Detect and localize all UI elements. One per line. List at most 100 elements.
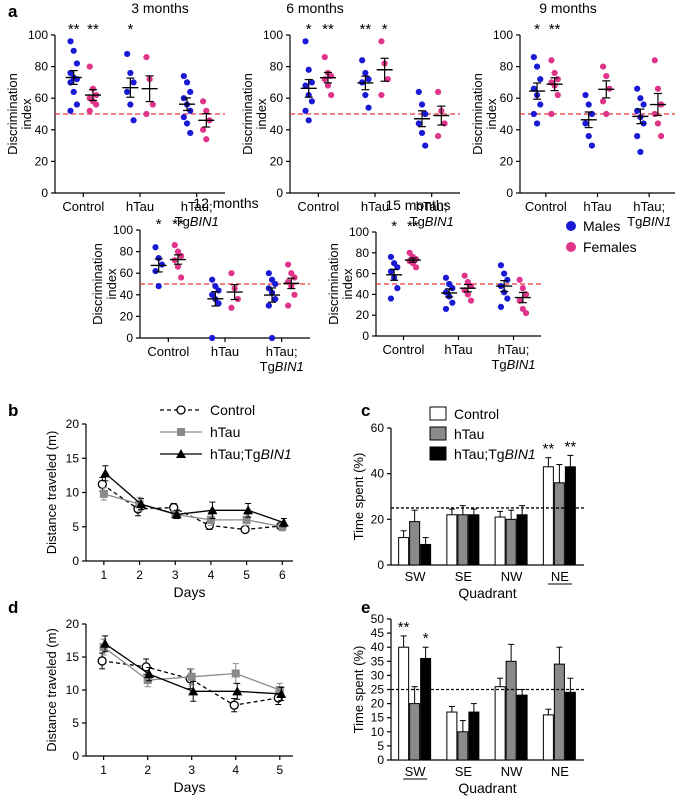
x-tick-label-line2: TgBIN1: [175, 214, 219, 229]
male-point: [449, 285, 456, 292]
female-point: [285, 261, 292, 268]
female-point: [651, 110, 658, 118]
data-point: [232, 686, 243, 696]
y-tick-label: 40: [500, 123, 514, 137]
y-axis-label: Time spent (%): [351, 646, 366, 734]
data-point: [99, 489, 108, 498]
y-tick-label: 60: [371, 421, 385, 435]
data-point: [276, 688, 287, 698]
male-point: [209, 276, 216, 283]
male-point: [634, 85, 641, 92]
scatter-panel-2: 6 months 0 20 40 60 80 100 Discriminationindex C…: [240, 0, 460, 229]
x-tick-label: hTau;: [416, 199, 448, 214]
series-line: [101, 483, 281, 531]
y-tick-label: 20: [66, 617, 80, 631]
legend-male-label: Males: [583, 218, 620, 234]
x-tick-label: 1: [100, 763, 107, 777]
category-label: NE: [551, 569, 569, 584]
y-tick-label: 40: [120, 288, 134, 302]
male-point: [130, 117, 137, 124]
x-tick-label: hTau: [126, 199, 154, 214]
male-point: [442, 305, 450, 313]
bar: [398, 646, 410, 761]
x-tick-label: 5: [243, 568, 250, 582]
x-tick-label: hTau;: [181, 199, 213, 214]
y-tick-label: 20: [120, 309, 134, 323]
female-point: [291, 291, 298, 298]
y-tick-label: 40: [270, 123, 284, 137]
bar: [516, 514, 528, 566]
significance-marker: *: [423, 630, 429, 647]
male-point: [504, 276, 511, 283]
x-tick-label: 6: [279, 568, 286, 582]
bar: [505, 518, 517, 566]
female-point: [228, 304, 235, 311]
significance-marker: **: [543, 441, 555, 458]
male-point: [215, 287, 222, 294]
male-point: [365, 104, 372, 111]
female-point: [178, 274, 185, 281]
y-tick-label: 80: [500, 60, 514, 74]
scatter-panel-5: 15 months 0 20 40 60 80 100 Discriminationindex…: [326, 197, 541, 372]
y-tick-label: 5: [377, 739, 384, 753]
legend-label: hTau: [210, 424, 240, 440]
x-tick-label: hTau;: [633, 199, 665, 214]
bar: [446, 711, 458, 761]
scatter-panel-3: 9 months 0 20 40 60 80 100 Discriminationindex C…: [470, 0, 675, 229]
male-point: [537, 101, 544, 108]
y-tick-label: 35: [371, 654, 385, 668]
female-point: [654, 85, 662, 92]
chart-title: 6 months: [286, 0, 344, 16]
male-point: [302, 107, 309, 114]
x-tick-label: Control: [62, 199, 104, 214]
significance-marker: *: [127, 21, 133, 38]
bar: [516, 694, 528, 761]
female-point: [548, 110, 555, 118]
male-point: [504, 295, 511, 302]
female-point: [554, 76, 561, 83]
male-point: [130, 79, 137, 86]
category-label: NW: [501, 764, 523, 779]
female-point: [174, 248, 182, 255]
data-point: [229, 700, 239, 710]
female-point: [321, 54, 328, 61]
series-line: [103, 493, 283, 528]
male-point: [387, 253, 395, 261]
y-tick-label: 15: [371, 711, 385, 725]
x-tick-label: hTau: [361, 199, 389, 214]
category-label: NE: [551, 764, 569, 779]
y-tick-label: 0: [276, 186, 283, 200]
male-point: [127, 69, 134, 77]
bar: [420, 543, 432, 566]
significance-marker: *: [382, 21, 388, 38]
y-tick-label: 60: [356, 267, 370, 281]
bar: [542, 714, 554, 761]
legend-label: hTau;TgBIN1: [454, 446, 536, 462]
panel-letter-c: c: [361, 401, 370, 420]
scatter-panel-4: 12 months 0 20 40 60 80 100 Discriminationindex…: [90, 195, 310, 374]
female-point: [599, 98, 607, 105]
female-point: [658, 133, 665, 140]
male-point: [415, 120, 422, 127]
male-point: [155, 283, 162, 290]
female-point: [143, 110, 150, 118]
legend-marker: [176, 449, 186, 458]
x-tick-label: hTau;: [266, 344, 298, 359]
male-point: [265, 302, 272, 309]
data-point: [231, 669, 240, 678]
male-point: [67, 107, 74, 114]
male-point: [183, 120, 191, 127]
male-point: [640, 101, 647, 108]
male-point: [265, 270, 272, 277]
x-tick-label: Control: [383, 342, 425, 357]
x-tick-label: 4: [232, 763, 239, 777]
significance-marker: **: [407, 218, 419, 235]
male-point: [387, 295, 395, 302]
bar: [409, 703, 421, 761]
y-tick-label: 10: [66, 486, 80, 500]
x-tick-label: Control: [525, 199, 567, 214]
y-tick-label: 20: [66, 417, 80, 431]
bar: [553, 482, 565, 566]
bar-panel-c: 0 20 40 60 Time spent (%) Quadrant SW SE NW NE ** *…: [351, 406, 584, 601]
y-tick-label: 60: [35, 91, 49, 105]
